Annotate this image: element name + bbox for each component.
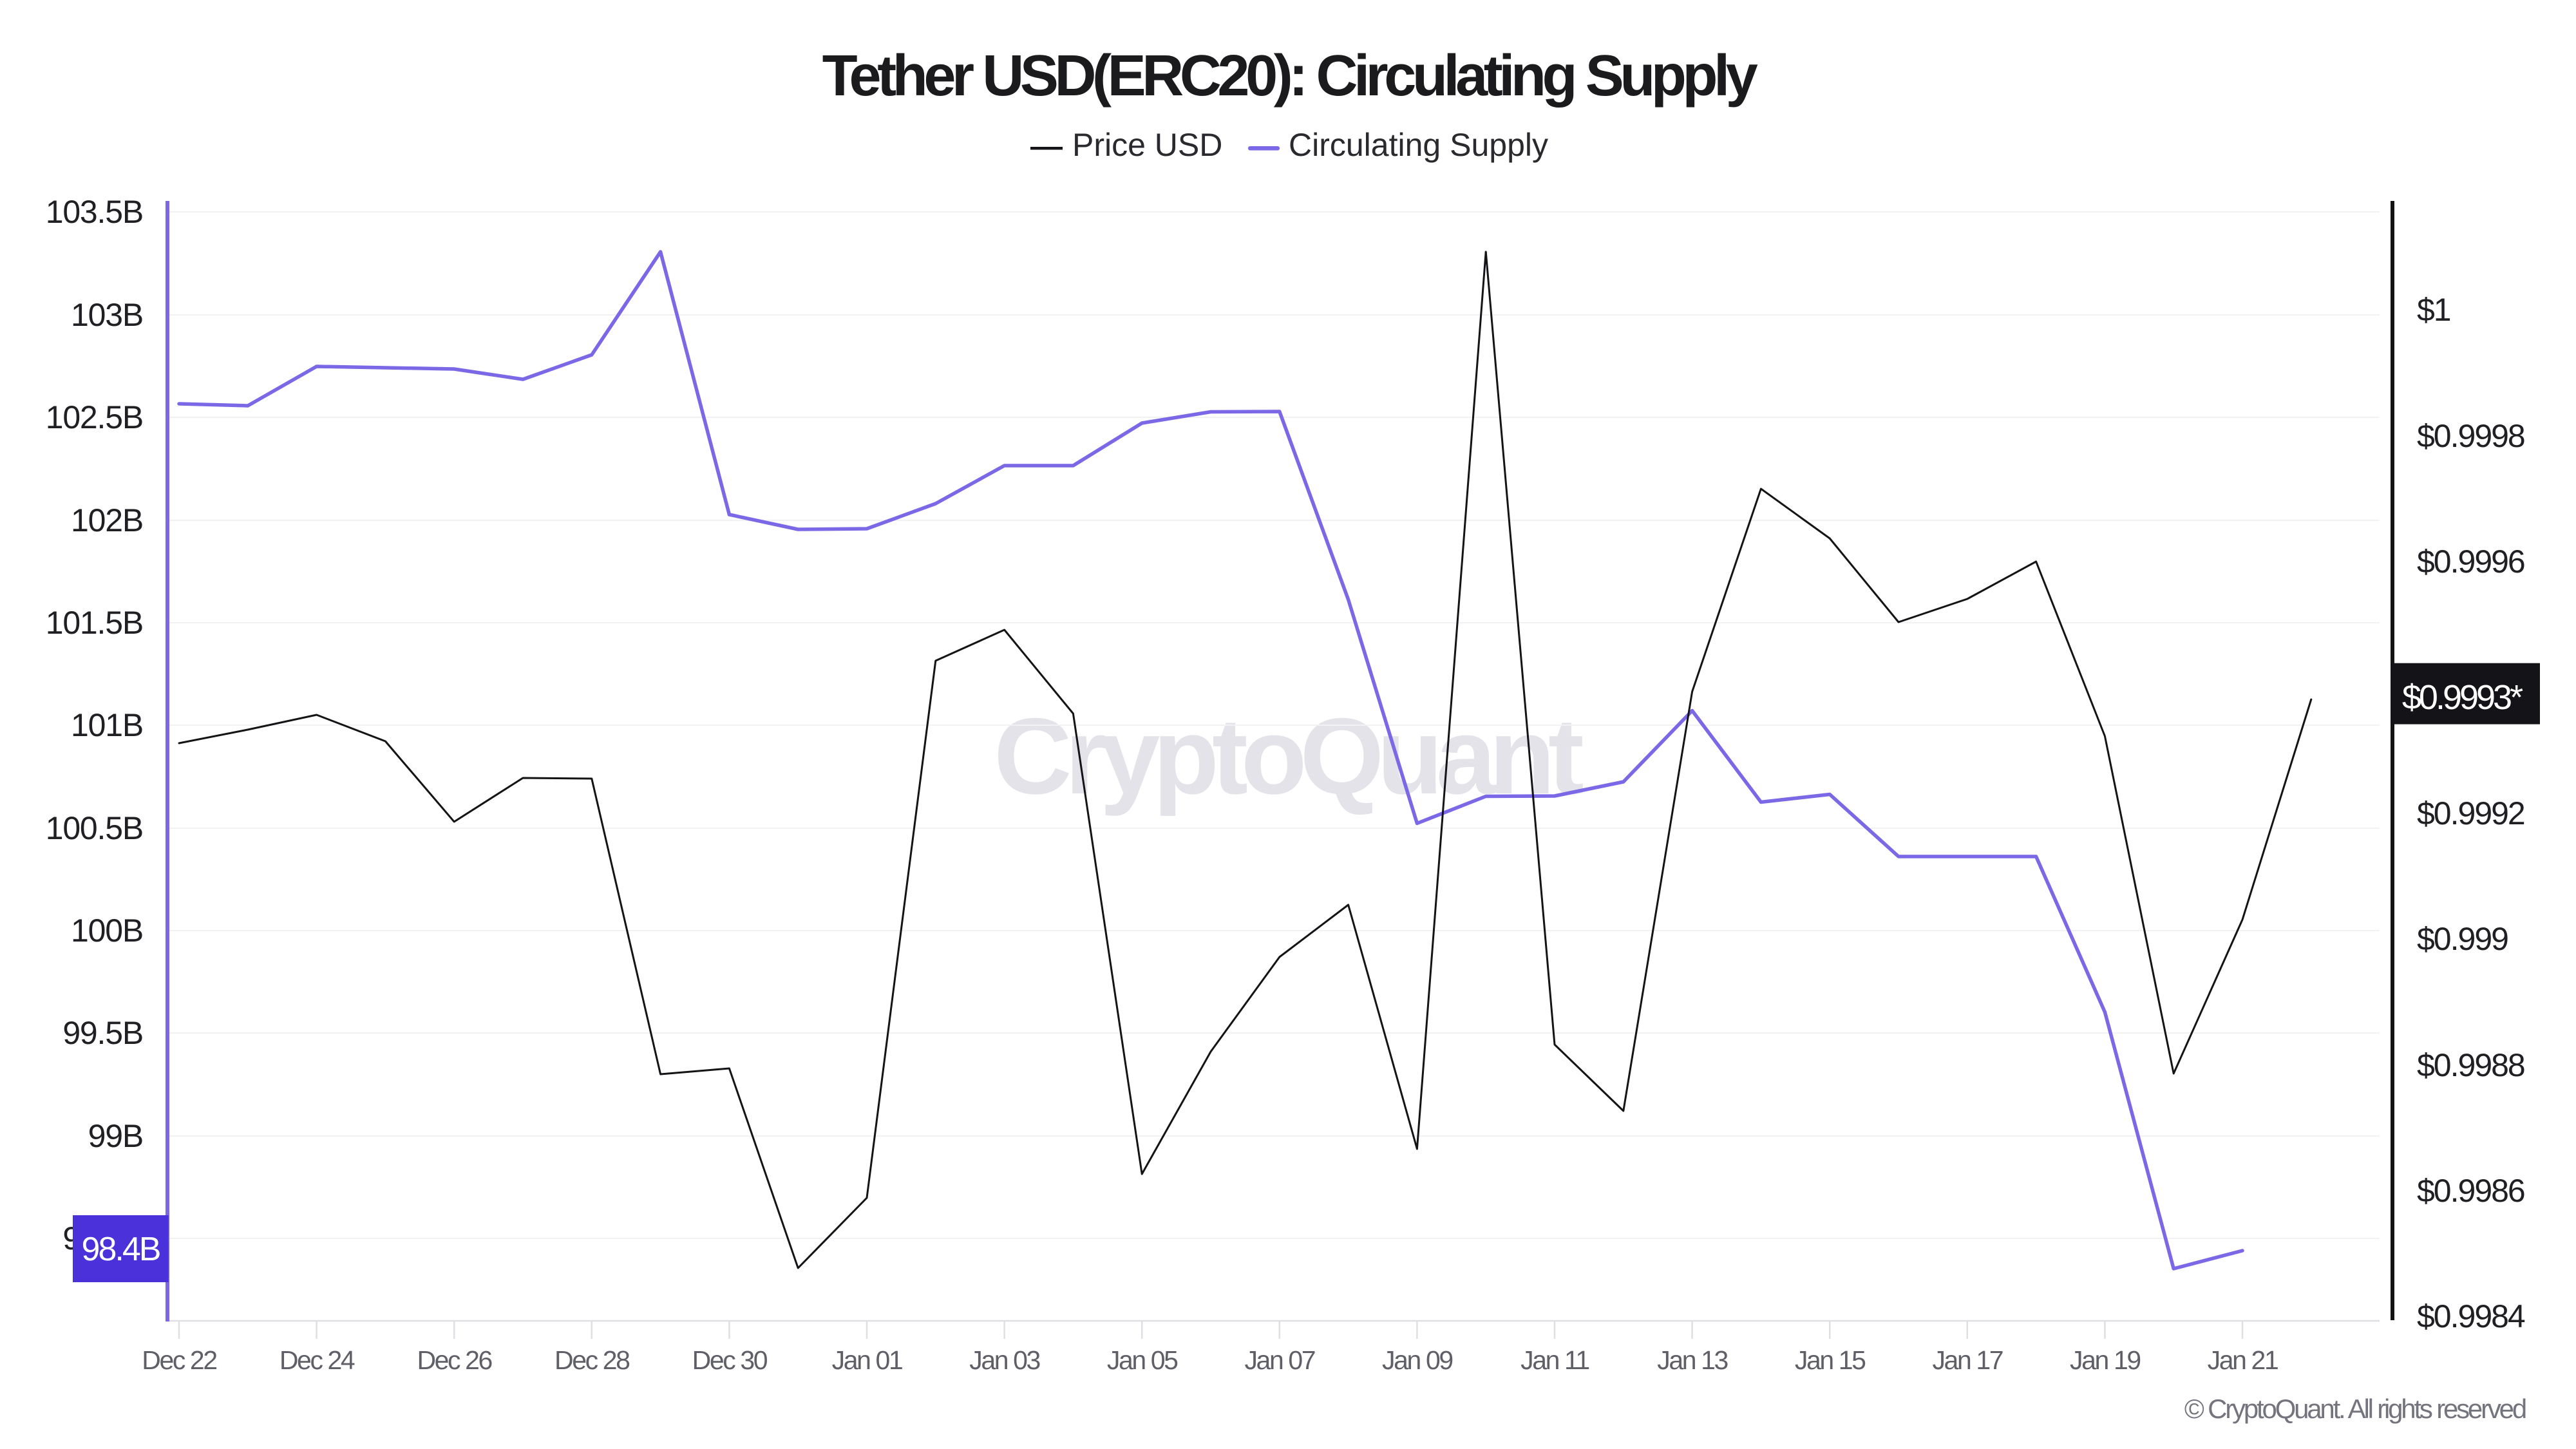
svg-text:Price USD: Price USD [1072,127,1222,163]
svg-text:101B: 101B [71,707,143,743]
svg-text:103B: 103B [71,297,143,333]
svg-text:98.4B: 98.4B [82,1231,160,1268]
svg-text:Jan 01: Jan 01 [832,1345,902,1375]
svg-text:Dec 30: Dec 30 [692,1345,768,1375]
svg-text:Dec 28: Dec 28 [554,1345,630,1375]
svg-text:Jan 15: Jan 15 [1795,1345,1866,1375]
svg-text:$0.9984: $0.9984 [2417,1298,2525,1334]
svg-text:Jan 17: Jan 17 [1932,1345,2002,1375]
svg-text:102B: 102B [71,502,143,538]
svg-text:© CryptoQuant. All rights rese: © CryptoQuant. All rights reserved [2184,1394,2526,1424]
svg-text:Jan 05: Jan 05 [1107,1345,1178,1375]
svg-text:Jan 03: Jan 03 [969,1345,1039,1375]
svg-text:100.5B: 100.5B [46,810,143,846]
svg-text:Circulating Supply: Circulating Supply [1289,127,1548,163]
svg-text:$0.9992: $0.9992 [2417,795,2524,831]
svg-text:$0.9998: $0.9998 [2417,418,2524,454]
svg-text:CryptoQuant: CryptoQuant [994,696,1583,817]
svg-text:Jan 09: Jan 09 [1382,1345,1452,1375]
svg-text:Jan 11: Jan 11 [1520,1345,1589,1375]
svg-text:$0.9988: $0.9988 [2417,1047,2524,1083]
svg-text:Dec 26: Dec 26 [417,1345,491,1375]
svg-text:99.5B: 99.5B [62,1015,143,1051]
svg-text:$0.9996: $0.9996 [2417,544,2524,580]
svg-text:Tether USD(ERC20): Circulating: Tether USD(ERC20): Circulating Supply [822,44,1758,108]
svg-text:Jan 21: Jan 21 [2208,1345,2278,1375]
svg-text:102.5B: 102.5B [46,399,143,435]
svg-text:$0.9986: $0.9986 [2417,1173,2524,1209]
svg-text:101.5B: 101.5B [46,605,143,641]
svg-text:Dec 24: Dec 24 [279,1345,355,1375]
svg-text:99B: 99B [88,1118,143,1154]
svg-text:$0.999: $0.999 [2417,921,2508,957]
svg-text:$0.9993*: $0.9993* [2402,678,2523,717]
svg-text:Jan 19: Jan 19 [2070,1345,2140,1375]
svg-text:Jan 13: Jan 13 [1657,1345,1727,1375]
svg-text:Jan 07: Jan 07 [1244,1345,1314,1375]
svg-text:$1: $1 [2417,292,2450,328]
svg-text:Dec 22: Dec 22 [142,1345,216,1375]
svg-text:103.5B: 103.5B [46,194,143,230]
svg-text:100B: 100B [71,913,143,949]
